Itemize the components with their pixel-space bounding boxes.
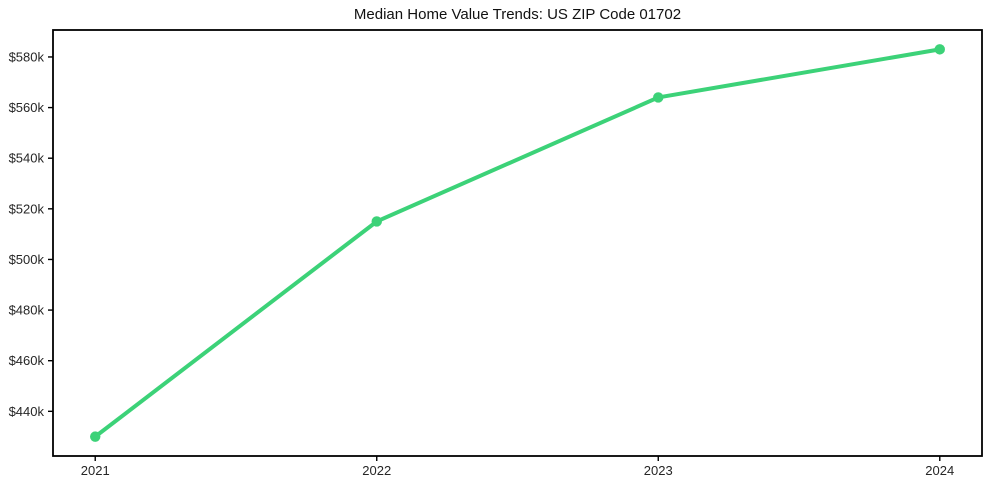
x-tick-label: 2024 bbox=[925, 463, 954, 478]
x-tick-label: 2023 bbox=[644, 463, 673, 478]
y-tick-label: $520k bbox=[9, 201, 45, 216]
plot-border bbox=[52, 29, 983, 457]
y-tick-label: $440k bbox=[9, 404, 45, 419]
data-point-marker bbox=[90, 431, 101, 442]
data-line bbox=[93, 47, 942, 439]
y-tick-label: $500k bbox=[9, 252, 45, 267]
y-tick-label: $540k bbox=[9, 151, 45, 166]
data-point-marker bbox=[371, 216, 382, 227]
y-tick-label: $460k bbox=[9, 353, 45, 368]
x-tick-label: 2021 bbox=[81, 463, 110, 478]
y-tick-label: $560k bbox=[9, 100, 45, 115]
series-group bbox=[90, 44, 945, 442]
y-tick-label: $480k bbox=[9, 303, 45, 318]
axes-group: $440k $460k $480k $500k $520k $540k $560k $580k… bbox=[9, 29, 983, 478]
x-tick-label: 2022 bbox=[362, 463, 391, 478]
data-point-marker bbox=[934, 44, 945, 55]
data-point-marker bbox=[653, 92, 664, 103]
chart-title: Median Home Value Trends: US ZIP Code 01… bbox=[353, 6, 682, 23]
y-tick-label: $580k bbox=[9, 49, 45, 64]
